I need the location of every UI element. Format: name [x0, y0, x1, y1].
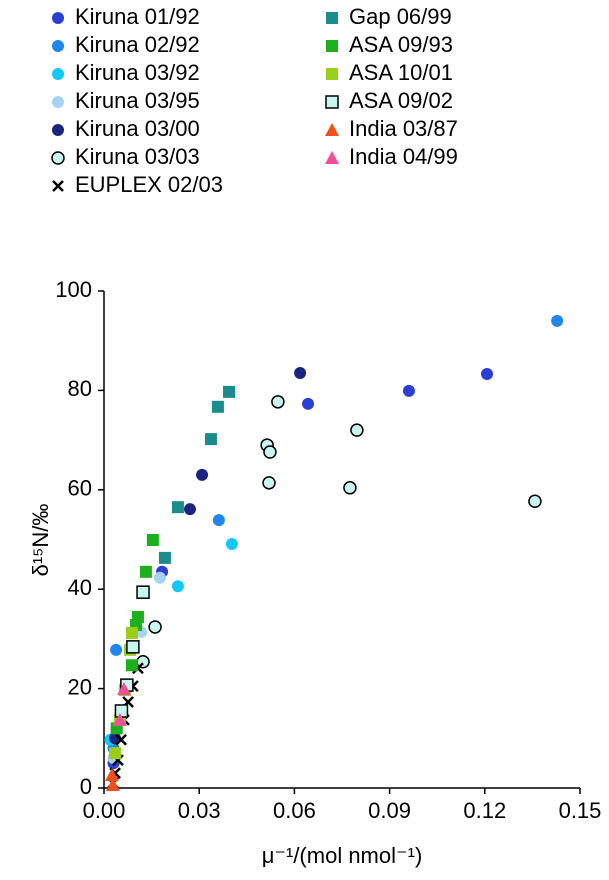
legend-marker [326, 68, 338, 80]
y-tick-label: 0 [80, 774, 92, 799]
x-tick-label: 0.09 [368, 798, 411, 823]
x-tick-label: 0.12 [463, 798, 506, 823]
y-tick-label: 40 [68, 575, 92, 600]
data-point [481, 367, 494, 380]
data-point [153, 571, 166, 584]
x-tick-label: 0.00 [83, 798, 126, 823]
legend-marker [52, 124, 64, 136]
data-point [225, 537, 238, 550]
legend-label: Gap 06/99 [349, 4, 452, 29]
legend-marker [325, 151, 339, 164]
data-point [116, 682, 131, 696]
legend-label: Kiruna 03/03 [75, 144, 200, 169]
data-point [126, 640, 140, 654]
legend-label: ASA 09/02 [349, 88, 453, 113]
data-point [551, 314, 564, 327]
data-point [528, 494, 542, 508]
legend-label: Kiruna 03/95 [75, 88, 200, 113]
data-point [171, 501, 184, 514]
legend-label: ASA 09/93 [349, 32, 453, 57]
data-point [263, 445, 277, 459]
data-point [204, 433, 217, 446]
data-point [146, 533, 159, 546]
data-point [212, 514, 225, 527]
legend-label: Kiruna 02/92 [75, 32, 200, 57]
data-point [223, 385, 236, 398]
legend-label: India 03/87 [349, 116, 458, 141]
x-tick-label: 0.03 [178, 798, 221, 823]
y-tick-label: 80 [68, 376, 92, 401]
data-point [271, 395, 285, 409]
data-point [343, 481, 357, 495]
data-point [183, 503, 196, 516]
data-point [136, 585, 150, 599]
data-point [148, 620, 162, 634]
data-point [112, 712, 127, 726]
x-tick-label: 0.15 [559, 798, 602, 823]
data-point [350, 423, 364, 437]
data-point [139, 565, 152, 578]
data-point [125, 626, 138, 639]
legend-label: Kiruna 03/00 [75, 116, 200, 141]
y-axis-label: δ¹⁵N/‰ [28, 504, 53, 577]
data-point [294, 367, 307, 380]
y-tick-label: 100 [55, 277, 92, 302]
legend-label: India 04/99 [349, 144, 458, 169]
data-point [109, 747, 122, 760]
legend-marker [52, 68, 64, 80]
legend-label: Kiruna 03/92 [75, 60, 200, 85]
legend-marker [325, 95, 339, 109]
data-point [115, 733, 128, 746]
legend-marker [52, 40, 64, 52]
legend-label: Kiruna 01/92 [75, 4, 200, 29]
data-point [104, 768, 119, 782]
legend-marker [51, 151, 65, 165]
data-point [262, 476, 276, 490]
data-point [402, 384, 415, 397]
legend-label: EUPLEX 02/03 [75, 172, 223, 197]
legend-label: ASA 10/01 [349, 60, 453, 85]
x-axis-label: μ⁻¹/(mol nmol⁻¹) [262, 843, 423, 868]
legend-marker [52, 96, 64, 108]
legend-marker [326, 40, 338, 52]
legend-marker [52, 180, 64, 192]
data-point [196, 468, 209, 481]
legend-marker [326, 12, 338, 24]
legend-marker [52, 12, 64, 24]
data-point [211, 400, 224, 413]
x-tick-label: 0.06 [273, 798, 316, 823]
data-point [171, 580, 184, 593]
data-point [105, 778, 120, 792]
data-point [125, 659, 138, 672]
data-point [114, 704, 129, 718]
y-tick-label: 20 [68, 674, 92, 699]
legend-marker [325, 123, 339, 136]
data-point [158, 551, 171, 564]
data-point [110, 643, 123, 656]
data-point [302, 397, 315, 410]
y-tick-label: 60 [68, 476, 92, 501]
